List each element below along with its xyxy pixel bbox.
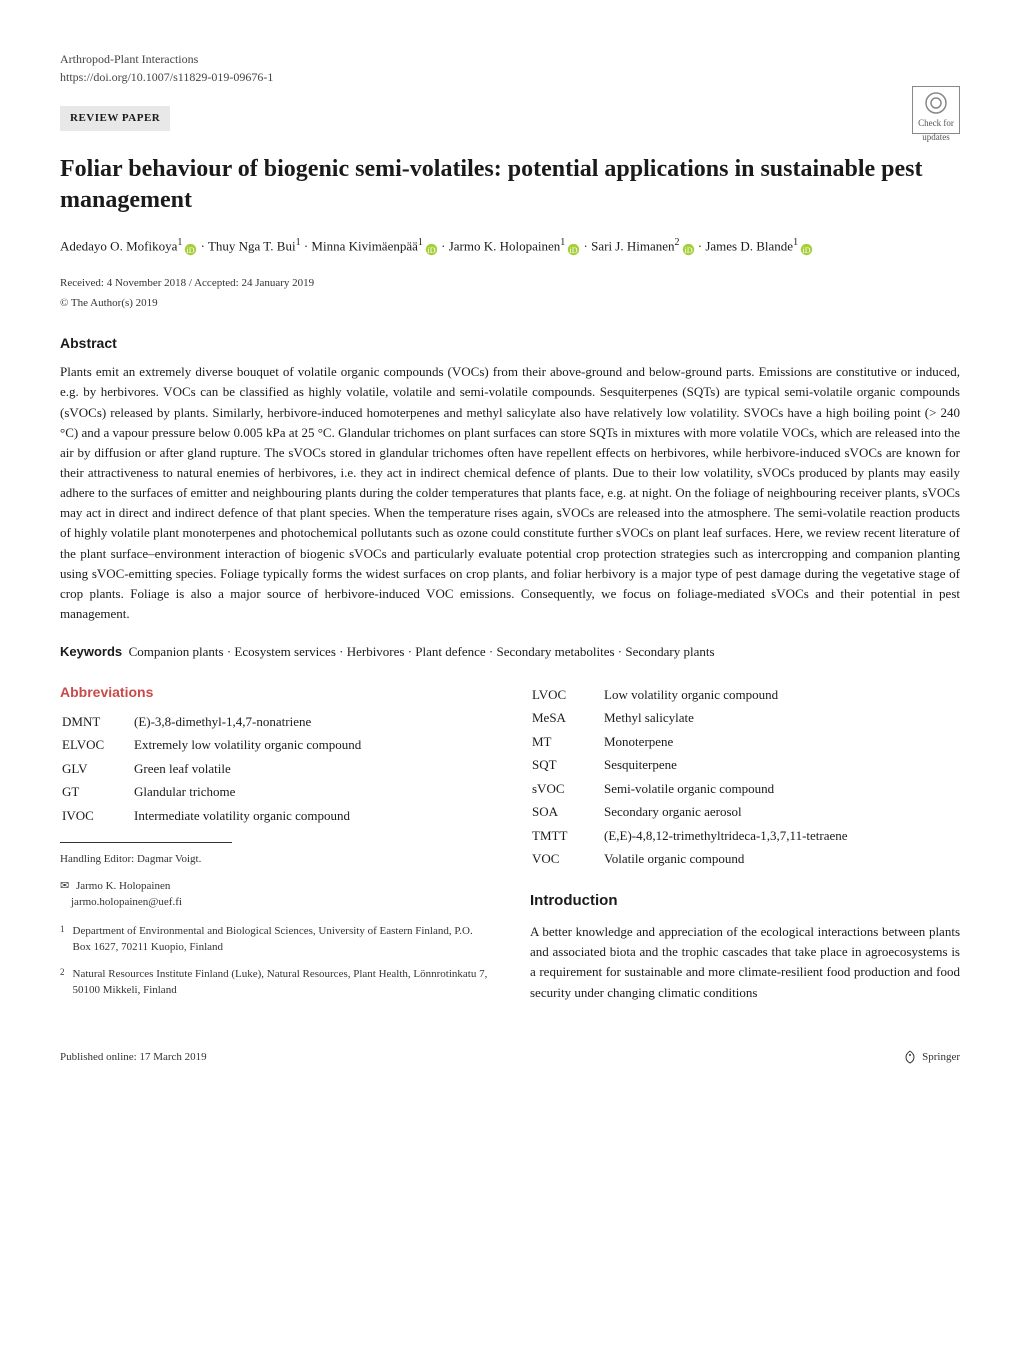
corresponding-name: Jarmo K. Holopainen xyxy=(76,880,170,892)
abstract-heading: Abstract xyxy=(60,333,960,354)
abbrev-key: VOC xyxy=(532,848,602,870)
abbrev-key: sVOC xyxy=(532,778,602,800)
abbrev-val: Glandular trichome xyxy=(134,781,488,803)
svg-text:iD: iD xyxy=(803,245,811,254)
abbrev-key: DMNT xyxy=(62,711,132,733)
orcid-icon[interactable]: iD xyxy=(800,241,813,254)
svg-text:iD: iD xyxy=(427,245,435,254)
handling-editor: Handling Editor: Dagmar Voigt. xyxy=(60,851,490,868)
separator-line xyxy=(60,842,232,843)
abbrev-val: Extremely low volatility organic compoun… xyxy=(134,734,488,756)
abbrev-row: DMNT(E)-3,8-dimethyl-1,4,7-nonatriene xyxy=(62,711,488,733)
springer-icon xyxy=(902,1049,918,1065)
abbrev-val: Monoterpene xyxy=(604,731,958,753)
doi: https://doi.org/10.1007/s11829-019-09676… xyxy=(60,68,960,86)
affiliation-item: 1 Department of Environmental and Biolog… xyxy=(60,923,490,956)
abbrev-val: Semi-volatile organic compound xyxy=(604,778,958,800)
mail-icon: ✉ xyxy=(60,878,69,895)
abbrev-row: VOCVolatile organic compound xyxy=(532,848,958,870)
abbrev-row: MTMonoterpene xyxy=(532,731,958,753)
orcid-icon[interactable]: iD xyxy=(567,241,580,254)
abbrev-row: ELVOCExtremely low volatility organic co… xyxy=(62,734,488,756)
publisher-logo: Springer xyxy=(902,1049,960,1066)
affiliations: 1 Department of Environmental and Biolog… xyxy=(60,923,490,999)
abbrev-row: IVOCIntermediate volatility organic comp… xyxy=(62,805,488,827)
affiliation-text: Natural Resources Institute Finland (Luk… xyxy=(73,966,491,999)
abbrev-row: sVOCSemi-volatile organic compound xyxy=(532,778,958,800)
svg-text:iD: iD xyxy=(684,245,692,254)
corresponding-author: ✉ Jarmo K. Holopainen jarmo.holopainen@u… xyxy=(60,878,490,911)
authors-list: Adedayo O. Mofikoya1iD · Thuy Nga T. Bui… xyxy=(60,234,960,257)
copyright: © The Author(s) 2019 xyxy=(60,295,960,312)
check-updates-badge[interactable]: Check for updates xyxy=(912,86,960,134)
introduction-heading: Introduction xyxy=(530,890,960,913)
affiliation-text: Department of Environmental and Biologic… xyxy=(73,923,491,956)
keywords-values: Companion plants · Ecosystem services · … xyxy=(129,644,715,659)
abbrev-key: GLV xyxy=(62,758,132,780)
affiliation-number: 1 xyxy=(60,923,65,956)
abbreviations-table-left: DMNT(E)-3,8-dimethyl-1,4,7-nonatriene EL… xyxy=(60,709,490,829)
abbrev-key: IVOC xyxy=(62,805,132,827)
abbrev-val: (E)-3,8-dimethyl-1,4,7-nonatriene xyxy=(134,711,488,733)
abbrev-val: (E,E)-4,8,12-trimethyltrideca-1,3,7,11-t… xyxy=(604,825,958,847)
abbrev-row: GLVGreen leaf volatile xyxy=(62,758,488,780)
abbrev-row: SQTSesquiterpene xyxy=(532,754,958,776)
svg-text:iD: iD xyxy=(570,245,578,254)
abstract-text: Plants emit an extremely diverse bouquet… xyxy=(60,362,960,624)
affiliation-item: 2 Natural Resources Institute Finland (L… xyxy=(60,966,490,999)
abbrev-row: GTGlandular trichome xyxy=(62,781,488,803)
orcid-icon[interactable]: iD xyxy=(184,241,197,254)
abbrev-val: Volatile organic compound xyxy=(604,848,958,870)
abbrev-val: Green leaf volatile xyxy=(134,758,488,780)
abbreviations-table-right: LVOCLow volatility organic compound MeSA… xyxy=(530,682,960,872)
abbreviations-heading: Abbreviations xyxy=(60,682,490,703)
abbrev-val: Sesquiterpene xyxy=(604,754,958,776)
introduction-text: A better knowledge and appreciation of t… xyxy=(530,922,960,1003)
orcid-icon[interactable]: iD xyxy=(682,241,695,254)
abbrev-key: ELVOC xyxy=(62,734,132,756)
abbrev-row: LVOCLow volatility organic compound xyxy=(532,684,958,706)
publisher-name: Springer xyxy=(922,1049,960,1066)
check-updates-icon xyxy=(924,91,948,115)
article-type-badge: REVIEW PAPER xyxy=(60,106,170,131)
abbrev-key: TMTT xyxy=(532,825,602,847)
journal-name: Arthropod-Plant Interactions xyxy=(60,50,960,68)
svg-text:iD: iD xyxy=(187,245,195,254)
check-updates-label: Check for updates xyxy=(918,118,954,142)
keywords-label: Keywords xyxy=(60,644,122,659)
abbrev-key: SOA xyxy=(532,801,602,823)
article-title: Foliar behaviour of biogenic semi-volati… xyxy=(60,154,960,216)
abbrev-val: Secondary organic aerosol xyxy=(604,801,958,823)
corresponding-email: jarmo.holopainen@uef.fi xyxy=(71,896,182,908)
abbrev-key: MT xyxy=(532,731,602,753)
orcid-icon[interactable]: iD xyxy=(425,241,438,254)
published-online: Published online: 17 March 2019 xyxy=(60,1049,207,1066)
abbrev-val: Intermediate volatility organic compound xyxy=(134,805,488,827)
keywords-line: Keywords Companion plants · Ecosystem se… xyxy=(60,642,960,662)
abbrev-row: MeSAMethyl salicylate xyxy=(532,707,958,729)
abbrev-row: TMTT(E,E)-4,8,12-trimethyltrideca-1,3,7,… xyxy=(532,825,958,847)
abbrev-val: Methyl salicylate xyxy=(604,707,958,729)
received-accepted: Received: 4 November 2018 / Accepted: 24… xyxy=(60,275,960,292)
abbrev-key: LVOC xyxy=(532,684,602,706)
affiliation-number: 2 xyxy=(60,966,65,999)
abbrev-val: Low volatility organic compound xyxy=(604,684,958,706)
abbrev-key: SQT xyxy=(532,754,602,776)
abbrev-key: MeSA xyxy=(532,707,602,729)
abbrev-key: GT xyxy=(62,781,132,803)
abbrev-row: SOASecondary organic aerosol xyxy=(532,801,958,823)
